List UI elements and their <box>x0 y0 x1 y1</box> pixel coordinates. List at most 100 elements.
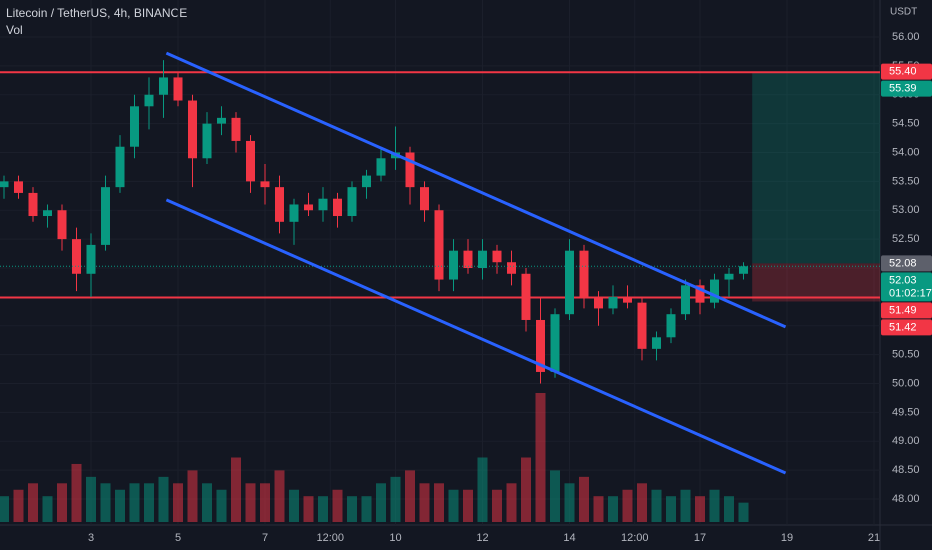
y-tick-label: 49.00 <box>892 435 920 447</box>
y-tick-label: 56.00 <box>892 31 920 43</box>
y-tick-label: 50.50 <box>892 349 920 361</box>
candle-body <box>536 319 545 372</box>
y-tick-label: 48.00 <box>892 493 920 505</box>
candle-body <box>478 250 487 268</box>
chart-title: Litecoin / TetherUS, 4h, BINANCE <box>6 6 187 20</box>
candle-body <box>57 210 67 240</box>
volume-bar <box>434 483 444 522</box>
volume-bar <box>231 457 241 522</box>
candle-body <box>739 266 748 274</box>
volume-bar <box>332 489 343 522</box>
volume-bar <box>173 483 183 522</box>
volume-bar <box>57 483 67 522</box>
volume-bar <box>724 496 734 522</box>
volume-bar <box>695 496 705 522</box>
volume-bar <box>347 496 357 522</box>
candle-body <box>463 250 473 268</box>
volume-bar <box>637 483 647 522</box>
y-tick-label: 48.50 <box>892 464 920 476</box>
volume-bar <box>42 496 53 522</box>
volume-bar <box>593 496 604 522</box>
volume-bar <box>318 496 328 522</box>
price-badge-label: 52.08 <box>889 257 917 269</box>
countdown-label: 01:02:17 <box>889 287 932 299</box>
candle-body <box>666 314 676 338</box>
volume-bar <box>100 483 111 522</box>
candle-body <box>594 296 603 309</box>
volume-bar <box>216 489 227 522</box>
candle-body <box>188 100 197 159</box>
y-tick-label: 53.00 <box>892 204 920 216</box>
volume-bar <box>202 483 212 522</box>
volume-bar <box>651 489 662 522</box>
volume-bar <box>71 463 82 522</box>
x-tick-label: 3 <box>88 532 94 544</box>
trend-line <box>165 198 787 475</box>
candle-body <box>217 117 226 124</box>
candle-body <box>202 123 212 159</box>
price-badge-label: 51.49 <box>889 304 917 316</box>
x-tick-label: 14 <box>563 532 575 544</box>
volume-bar <box>158 476 169 522</box>
candle-body <box>130 106 139 147</box>
price-badge <box>881 255 932 272</box>
candle-body <box>231 117 241 141</box>
volume-bar <box>535 393 546 522</box>
candle-body <box>318 198 328 211</box>
volume-bar <box>680 489 691 522</box>
candle-body <box>492 250 502 263</box>
candle-body <box>144 94 154 107</box>
x-tick-label: 12 <box>476 532 488 544</box>
x-tick-label: 7 <box>262 532 268 544</box>
candle-body <box>362 175 371 188</box>
y-tick-label: 52.50 <box>892 233 920 245</box>
x-tick-label: 21 <box>868 532 880 544</box>
price-badge <box>881 302 932 319</box>
candle-body <box>507 262 516 274</box>
volume-bar <box>376 483 386 522</box>
volume-bar <box>361 496 372 522</box>
x-tick-label: 10 <box>389 532 401 544</box>
y-tick-label: 49.50 <box>892 406 920 418</box>
candle-body <box>260 181 270 188</box>
y-tick-label: 50.00 <box>892 377 920 389</box>
candle-body <box>304 204 313 211</box>
volume-bar <box>608 496 618 522</box>
volume-bar <box>144 483 154 522</box>
candle-body <box>710 279 719 303</box>
candle-body <box>652 337 661 349</box>
volume-bar <box>274 470 285 522</box>
currency-label: USDT <box>890 7 917 18</box>
volume-bar <box>0 496 9 522</box>
candle-body <box>86 244 96 274</box>
candle-body <box>550 314 560 372</box>
trend-line <box>165 51 787 329</box>
candle-body <box>43 210 52 217</box>
volume-bar <box>709 489 720 522</box>
candle-body <box>376 158 386 176</box>
price-badge <box>881 63 932 80</box>
candle-body <box>521 273 531 320</box>
volume-bar <box>303 496 314 522</box>
candle-body <box>565 250 574 315</box>
stop-zone <box>752 263 880 302</box>
candle-body <box>173 77 183 101</box>
volume-bar <box>115 489 125 522</box>
candle-body <box>0 181 9 188</box>
price-badge-label: 52.03 <box>889 274 917 286</box>
volume-bar <box>579 476 589 522</box>
volume-bar <box>622 489 633 522</box>
candle-body <box>695 285 705 303</box>
volume-bar <box>129 483 140 522</box>
price-badge <box>881 80 932 97</box>
volume-bar <box>187 470 198 522</box>
x-tick-label: 5 <box>175 532 181 544</box>
x-tick-label: 17 <box>694 532 706 544</box>
candle-body <box>14 181 23 193</box>
candle-body <box>28 192 38 217</box>
volume-bar <box>492 489 502 522</box>
volume-label: Vol <box>6 23 23 37</box>
y-tick-label: 53.50 <box>892 175 920 187</box>
candle-body <box>724 273 734 280</box>
